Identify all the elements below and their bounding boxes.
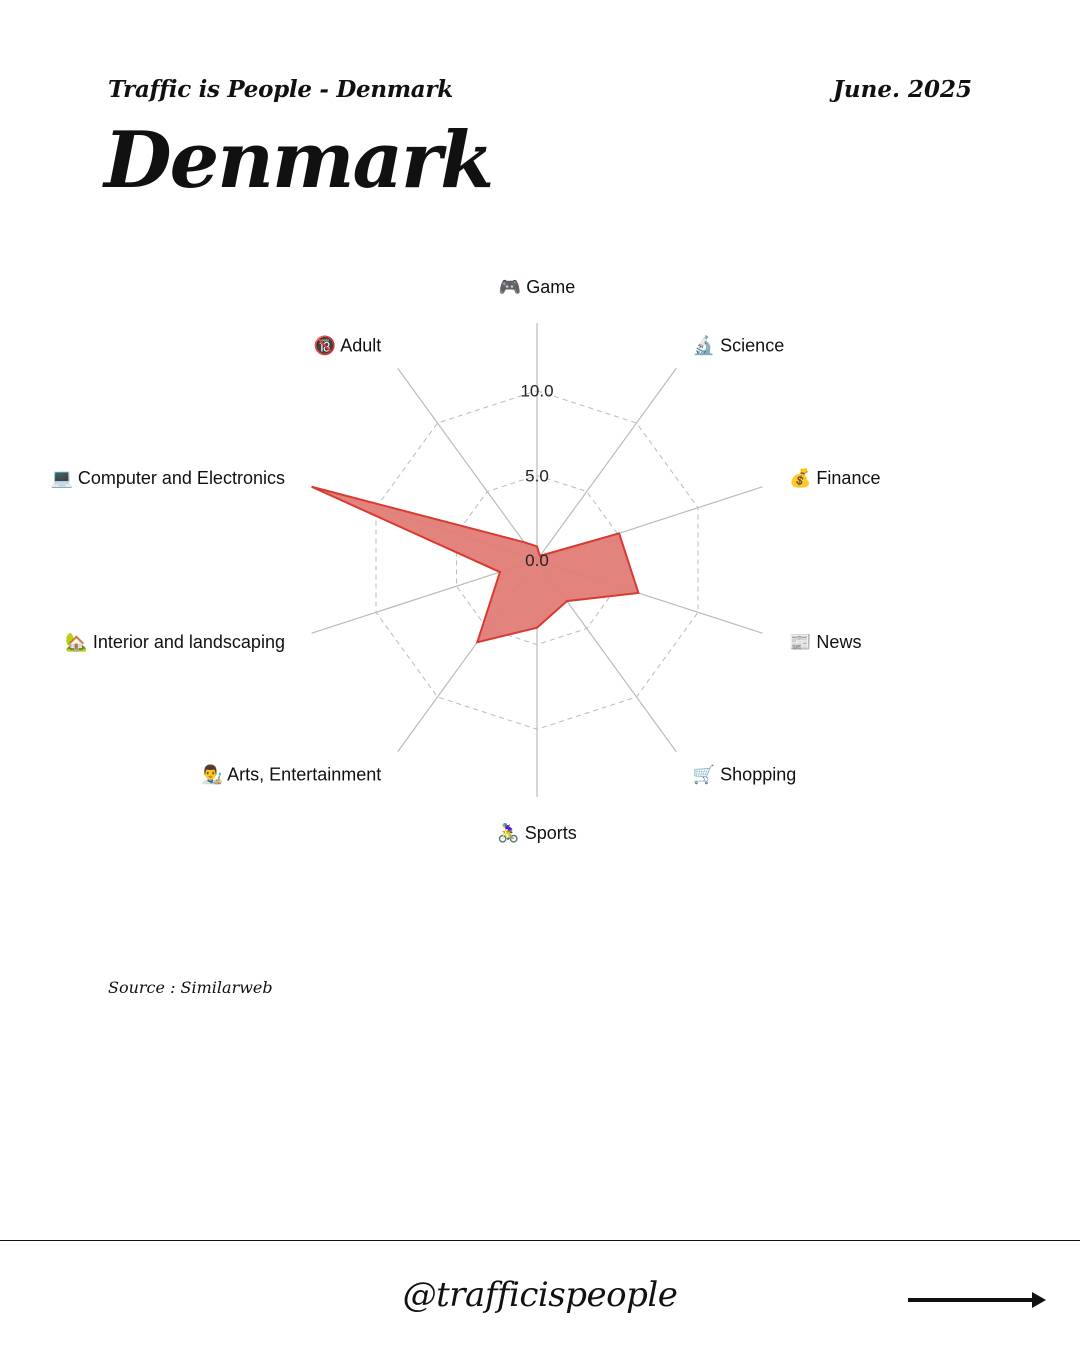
category-label-2: 💰 Finance bbox=[789, 467, 880, 489]
category-label-4: 🛒 Shopping bbox=[693, 763, 796, 784]
spoke-1 bbox=[536, 367, 677, 561]
date-label: June. 2025 bbox=[833, 76, 972, 103]
radar-chart: 0.0 5.0 10.0 🎮 Game 🔬 Science 💰 Finance 📰 News… bbox=[50, 277, 880, 843]
arrow-right-icon[interactable] bbox=[908, 1288, 1048, 1312]
category-label-3: 📰 News bbox=[789, 632, 861, 652]
page-title: Denmark bbox=[104, 115, 494, 206]
series-area-0 bbox=[311, 485, 640, 644]
category-label-9: 🔞 Adult bbox=[314, 335, 381, 356]
tick-label-1: 5.0 bbox=[525, 466, 549, 485]
category-label-7: 🏡 Interior and landscaping bbox=[65, 632, 285, 652]
tick-label-2: 10.0 bbox=[520, 382, 553, 401]
category-label-8: 💻 Computer and Electronics bbox=[50, 468, 285, 488]
footer-divider bbox=[0, 1240, 1080, 1241]
category-label-6: 👨‍🎨 Arts, Entertainment bbox=[201, 763, 381, 784]
tick-label-0: 0.0 bbox=[525, 551, 549, 570]
series-title: Traffic is People - Denmark bbox=[108, 76, 453, 103]
source-note: Source : Similarweb bbox=[108, 978, 273, 997]
category-label-5: 🚴‍♀️ Sports bbox=[497, 822, 576, 843]
social-handle: @trafficispeople bbox=[402, 1275, 678, 1315]
category-label-0: 🎮 Game bbox=[499, 277, 575, 297]
spoke-9 bbox=[397, 367, 538, 561]
category-label-1: 🔬 Science bbox=[693, 335, 784, 356]
